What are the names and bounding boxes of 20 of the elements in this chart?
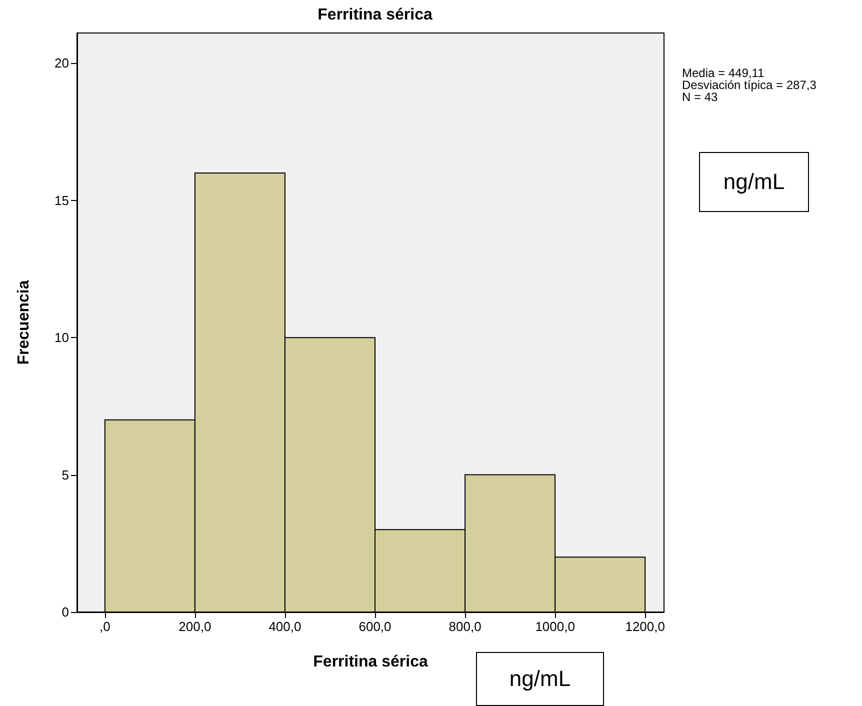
- text: ng/mL: [476, 652, 604, 706]
- y-tick-label: 15: [54, 192, 69, 208]
- y-tick-label: 10: [54, 330, 69, 346]
- chart-title: Ferritina sérica: [318, 6, 432, 24]
- x-tick-label: 200,0: [178, 619, 212, 634]
- x-tick-label: ,0: [99, 619, 110, 634]
- x-axis-title: Ferritina sérica: [313, 654, 428, 670]
- text: Desviación típica = 287,3: [682, 78, 816, 92]
- y-tick-label: 0: [62, 604, 69, 620]
- x-tick-label: 800,0: [448, 619, 482, 634]
- y-tick-label: 20: [54, 56, 69, 71]
- text: ng/mL: [699, 152, 809, 212]
- x-tick-label: 600,0: [358, 619, 392, 634]
- x-tick-label: 1000,0: [535, 619, 575, 634]
- x-tick-label: 400,0: [268, 619, 302, 634]
- y-tick-label: 5: [62, 467, 69, 482]
- y-axis-title: Frecuencia: [16, 280, 32, 365]
- text: N = 43: [682, 90, 718, 104]
- text: Media = 449,11: [682, 66, 764, 80]
- x-tick-label: 1200,0: [625, 619, 665, 634]
